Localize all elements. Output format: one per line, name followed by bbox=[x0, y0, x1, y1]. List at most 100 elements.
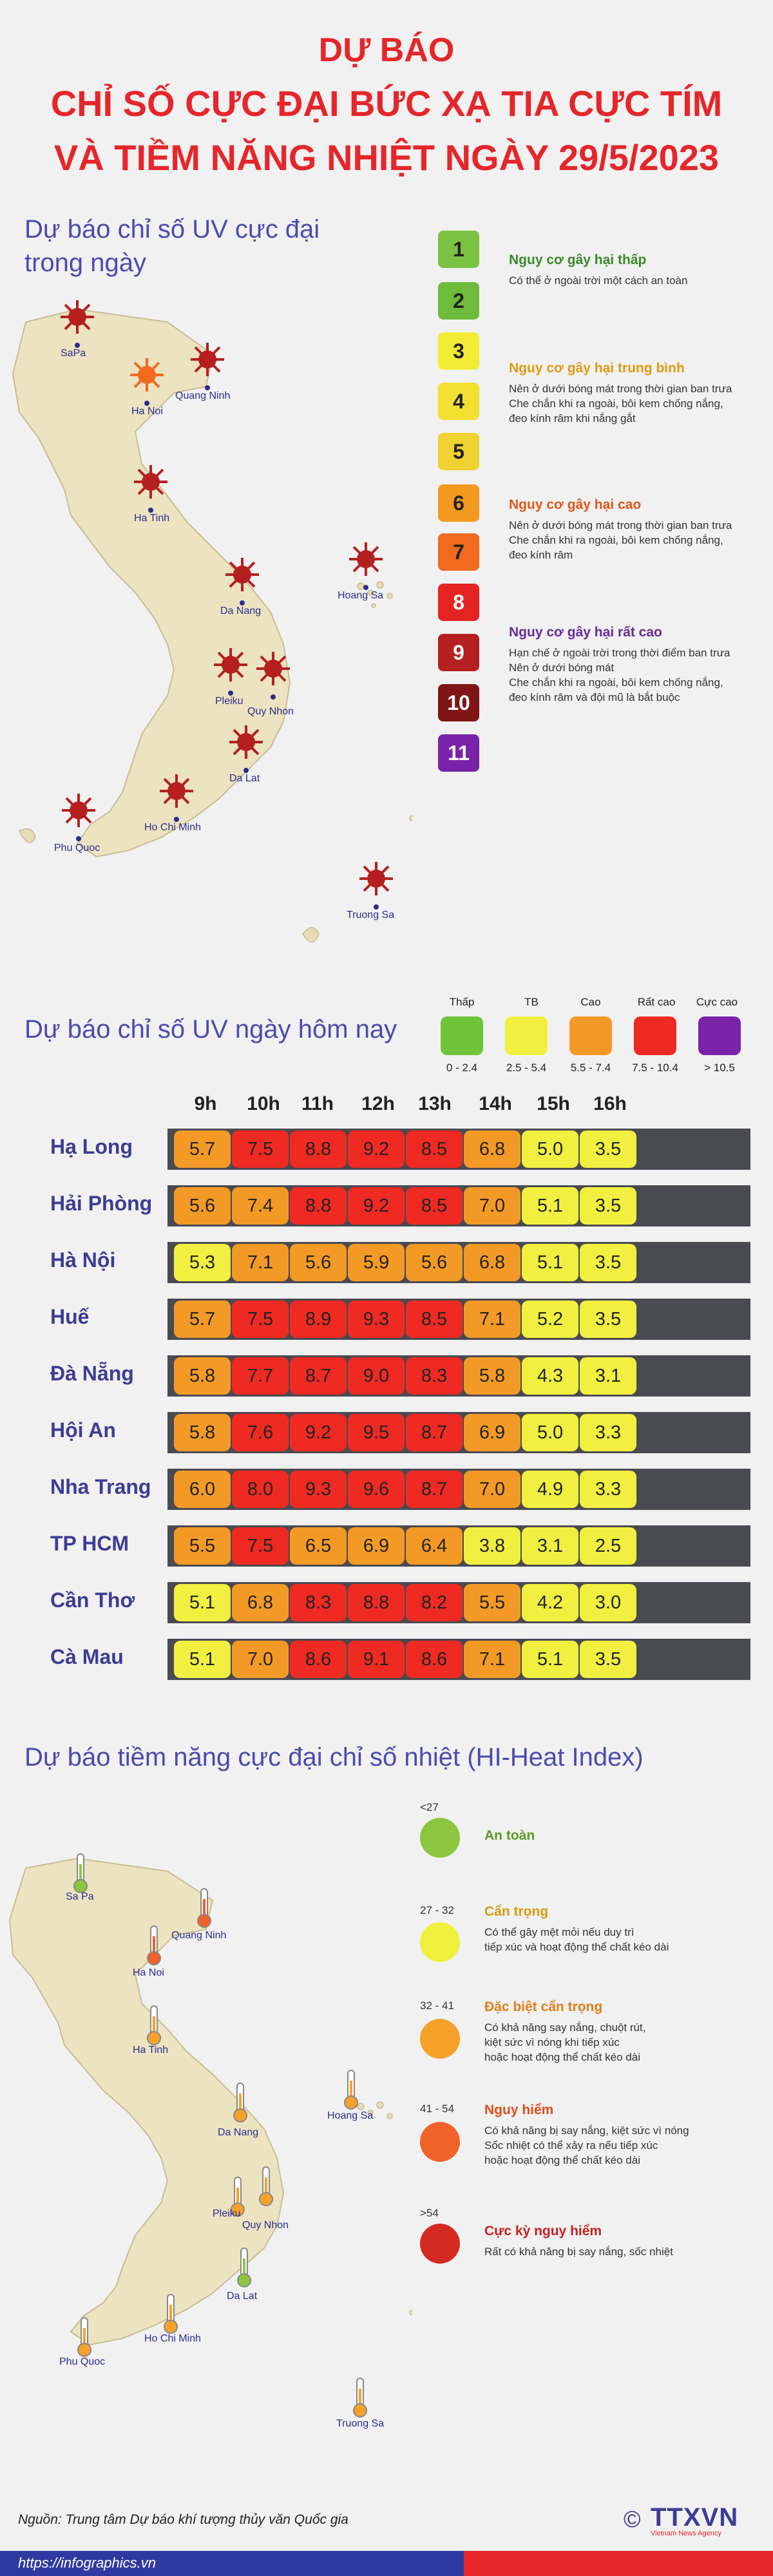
thermometer-icon bbox=[229, 2176, 246, 2217]
uv-value-cell: 3.5 bbox=[580, 1187, 636, 1225]
uv-value-cell: 7.7 bbox=[232, 1357, 289, 1395]
legend-name-extreme: Cực cao bbox=[696, 996, 738, 1008]
city-label-sapa: SaPa bbox=[61, 348, 86, 359]
uv-value-cell: 5.6 bbox=[290, 1244, 347, 1281]
heat-city-label-pleiku: Pleiku bbox=[213, 2208, 241, 2219]
city-label-quynhon: Quy Nhon bbox=[247, 706, 294, 717]
uv-value-cell: 3.3 bbox=[580, 1471, 636, 1508]
hi-desc-extreme-caution: Có khả năng say nắng, chuột rút, kiệt sứ… bbox=[484, 2020, 755, 2065]
hi-swatch-danger bbox=[420, 2122, 460, 2162]
uv-value-cell: 5.0 bbox=[522, 1131, 578, 1168]
city-label-hatinh: Ha Tinh bbox=[134, 513, 170, 524]
uv-value-cell: 3.5 bbox=[580, 1131, 636, 1168]
uv-value-cell: 5.6 bbox=[406, 1244, 463, 1281]
uv-value-cell: 5.2 bbox=[522, 1301, 578, 1338]
sun-icon bbox=[224, 557, 260, 593]
city-dot bbox=[240, 600, 245, 606]
title-line2: CHỈ SỐ CỰC ĐẠI BỨC XẠ TIA CỰC TÍM bbox=[50, 83, 723, 124]
uv-map-heading: Dự báo chỉ số UV cực đại trong ngày bbox=[24, 213, 320, 280]
row-city-name: Đà Nẵng bbox=[50, 1362, 134, 1385]
sun-icon bbox=[348, 541, 384, 577]
row-city-name: Cà Mau bbox=[50, 1645, 124, 1668]
uv-value-cell: 5.5 bbox=[464, 1584, 520, 1621]
legend-range-medium: 2.5 - 5.4 bbox=[506, 1062, 547, 1074]
row-city-name: TP HCM bbox=[50, 1532, 129, 1555]
sun-icon bbox=[129, 357, 165, 393]
desc-line: tiếp xúc và hoạt động thể chất kéo dài bbox=[484, 1941, 669, 1953]
city-label-dalat: Da Lat bbox=[229, 773, 260, 784]
uv-value-cell: 5.8 bbox=[464, 1357, 520, 1395]
uv-group-low-desc: Có thể ở ngoài trời một cách an toàn bbox=[509, 274, 688, 287]
row-city-name: Hải Phòng bbox=[50, 1192, 153, 1215]
uv-value-cell: 3.0 bbox=[580, 1584, 636, 1621]
thermometer-icon bbox=[352, 2377, 368, 2418]
heat-city-label-sapa: Sa Pa bbox=[66, 1891, 94, 1902]
hi-range-caution: 27 - 32 bbox=[420, 1904, 454, 1916]
infographics-link[interactable]: https://infographics.vn bbox=[18, 2555, 157, 2571]
phu-quoc-island bbox=[18, 828, 36, 843]
desc-line: Rất có khả năng bị say nắng, sốc nhiệt bbox=[484, 2246, 673, 2258]
legend-name-high: Cao bbox=[580, 996, 601, 1008]
legend-name-low: Thấp bbox=[449, 996, 475, 1008]
desc-line: hoặc hoạt động thể chất kéo dài bbox=[484, 2051, 640, 2063]
uv-value-cell: 8.8 bbox=[290, 1187, 347, 1225]
uv-value-cell: 8.2 bbox=[406, 1584, 463, 1621]
uv-value-cell: 7.0 bbox=[464, 1187, 520, 1225]
hi-title-danger: Nguy hiểm bbox=[484, 2103, 554, 2117]
heat-city-label-truongsa: Truong Sa bbox=[336, 2418, 385, 2429]
uv-value-cell: 7.1 bbox=[464, 1301, 520, 1338]
hi-range-extreme-caution: 32 - 41 bbox=[420, 1999, 454, 2012]
uv-value-cell: 9.2 bbox=[290, 1414, 347, 1451]
hour-header: 14h bbox=[479, 1093, 512, 1114]
desc-line: Nên ở dưới bóng mát bbox=[509, 662, 615, 674]
uv-value-cell: 9.5 bbox=[348, 1414, 405, 1451]
uv-group-low-title: Nguy cơ gây hại thấp bbox=[509, 253, 647, 267]
heat-city-label-dalat: Da Lat bbox=[227, 2291, 258, 2302]
legend-range-veryhigh: 7.5 - 10.4 bbox=[632, 1062, 678, 1074]
hour-header: 12h bbox=[361, 1093, 395, 1114]
city-dot bbox=[205, 385, 210, 390]
legend-swatch-veryhigh bbox=[634, 1016, 676, 1055]
city-label-hoangsa: Hoang Sa bbox=[338, 590, 384, 601]
uv-level-4: 4 bbox=[438, 383, 479, 420]
hi-desc-danger: Có khả năng bị say nắng, kiệt sức vì nón… bbox=[484, 2123, 755, 2168]
heat-city-label-phuquoc: Phu Quoc bbox=[59, 2356, 106, 2367]
hi-swatch-extreme-caution bbox=[420, 2019, 460, 2059]
logo-subtitle: Vietnam News Agency bbox=[651, 2530, 721, 2537]
uv-level-5: 5 bbox=[438, 433, 479, 470]
uv-value-cell: 6.4 bbox=[406, 1527, 463, 1565]
uv-value-cell: 7.1 bbox=[232, 1244, 289, 1281]
uv-value-cell: 5.0 bbox=[522, 1414, 578, 1451]
uv-value-cell: 7.5 bbox=[232, 1301, 289, 1338]
city-dot bbox=[228, 691, 233, 696]
desc-line: Sốc nhiệt có thể xảy ra nếu tiếp xúc bbox=[484, 2139, 658, 2151]
uv-value-cell: 6.8 bbox=[232, 1584, 289, 1621]
row-city-name: Nha Trang bbox=[50, 1475, 151, 1498]
uv-value-cell: 7.4 bbox=[232, 1187, 289, 1225]
row-city-name: Cần Thơ bbox=[50, 1589, 135, 1612]
uv-map-heading-line2: trong ngày bbox=[24, 249, 147, 277]
copyright-symbol: © bbox=[624, 2506, 641, 2532]
row-city-name: Huế bbox=[50, 1305, 90, 1328]
uv-value-cell: 8.5 bbox=[406, 1131, 463, 1168]
uv-value-cell: 4.9 bbox=[522, 1471, 578, 1508]
uv-value-cell: 7.5 bbox=[232, 1527, 289, 1565]
hi-range-danger: 41 - 54 bbox=[420, 2103, 454, 2115]
hi-swatch-caution bbox=[420, 1922, 460, 1962]
uv-value-cell: 7.0 bbox=[232, 1641, 289, 1678]
uv-value-cell: 7.5 bbox=[232, 1131, 289, 1168]
city-label-quangninh: Quang Ninh bbox=[175, 390, 231, 401]
sun-icon bbox=[61, 792, 97, 828]
uv-value-cell: 3.1 bbox=[580, 1357, 636, 1395]
desc-line: Hạn chế ở ngoài trời trong thời điểm ban… bbox=[509, 647, 730, 659]
hour-header: 15h bbox=[537, 1093, 570, 1114]
uv-value-cell: 9.6 bbox=[348, 1471, 405, 1508]
uv-level-1: 1 bbox=[438, 231, 479, 268]
desc-line: Có khả năng say nắng, chuột rút, bbox=[484, 2021, 646, 2034]
spratly-islands bbox=[409, 2309, 412, 2316]
uv-value-cell: 2.5 bbox=[580, 1527, 636, 1565]
uv-value-cell: 6.8 bbox=[464, 1244, 520, 1281]
legend-range-extreme: > 10.5 bbox=[704, 1062, 735, 1074]
sun-icon bbox=[189, 341, 225, 377]
uv-value-cell: 4.3 bbox=[522, 1357, 578, 1395]
